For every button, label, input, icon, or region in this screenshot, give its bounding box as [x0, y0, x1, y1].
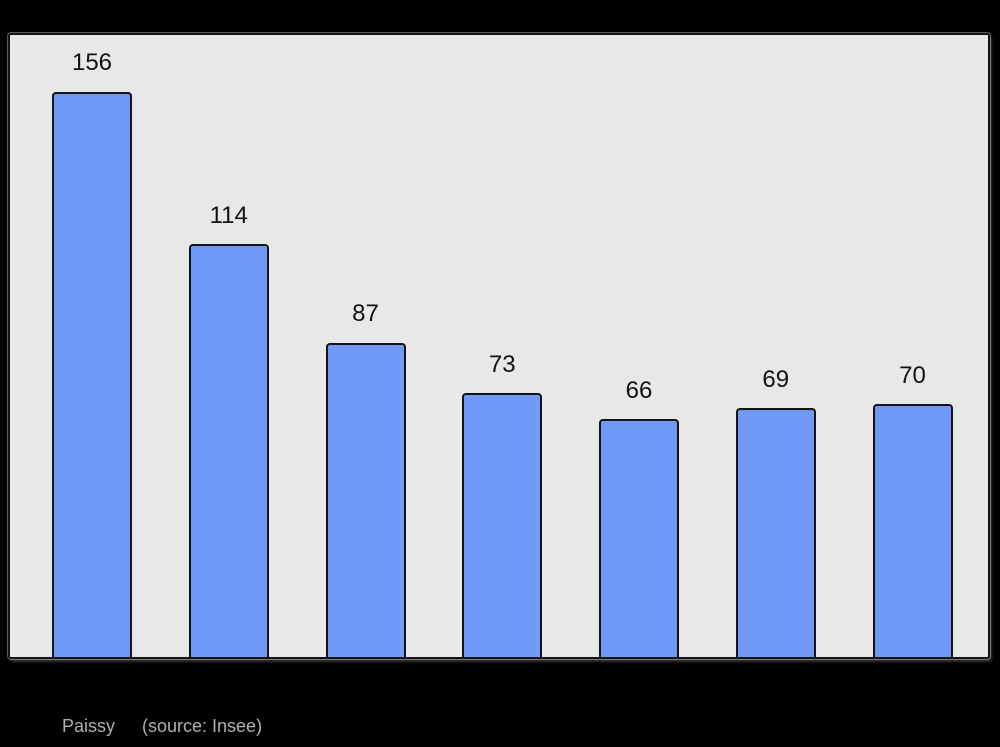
bar-value-label: 87 [352, 300, 379, 328]
bar [735, 408, 816, 659]
chart-caption: Paissy (source: Insee) [62, 716, 262, 738]
bar-value-label: 70 [899, 362, 926, 389]
bar-value-label: 156 [71, 49, 113, 77]
bar [52, 91, 132, 659]
plot-area: 156 114 87 73 66 69 70 [8, 33, 990, 659]
bar-value-label: 73 [488, 351, 516, 379]
caption-commune-name: Paissy [62, 716, 116, 736]
bar [462, 393, 543, 659]
bar-value-label: 114 [209, 201, 248, 229]
bar [188, 244, 269, 659]
bar [872, 404, 953, 659]
caption-source: (source: Insee) [142, 716, 263, 736]
bars-container: 156 114 87 73 66 69 70 [10, 35, 988, 659]
bar [599, 418, 679, 659]
bar-value-label: 69 [762, 365, 790, 393]
bar [325, 342, 406, 659]
bar-value-label: 66 [625, 376, 653, 404]
